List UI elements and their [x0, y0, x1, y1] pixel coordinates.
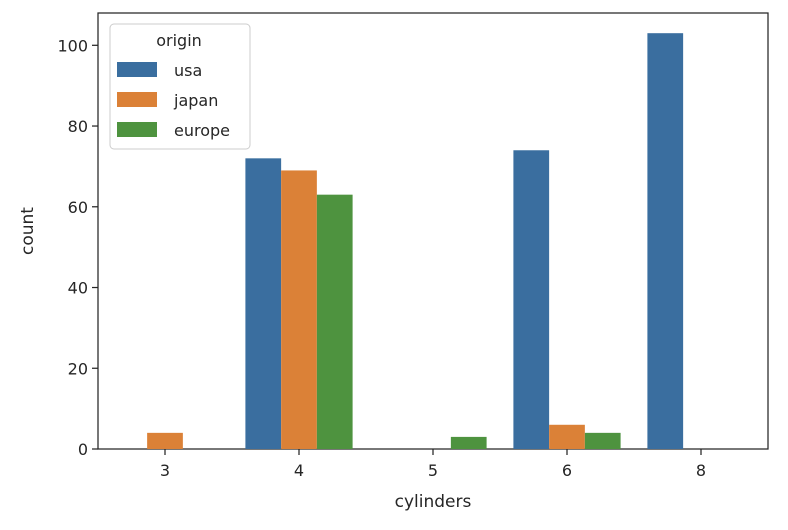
bar-japan-3 [147, 432, 183, 449]
bar-usa-8 [647, 33, 684, 449]
y-tick-label: 0 [78, 440, 88, 459]
legend-items: usa japan europe [117, 61, 230, 140]
legend-box [109, 23, 251, 150]
y-axis-ticks: 0 20 40 60 80 100 [57, 36, 98, 459]
y-tick-label: 60 [68, 198, 88, 217]
legend-swatch-usa [117, 62, 157, 77]
bar-europe-5 [450, 436, 487, 449]
x-axis-label: cylinders [395, 492, 472, 512]
legend-swatch-europe [117, 122, 157, 137]
bar-usa-6 [513, 150, 550, 449]
legend-label-europe: europe [174, 121, 230, 140]
bar-europe-4 [316, 194, 353, 449]
x-tick-label: 3 [160, 461, 170, 480]
bars-group [147, 33, 684, 449]
y-tick-label: 40 [68, 279, 88, 298]
bar-japan-6 [549, 424, 585, 449]
bar-japan-4 [281, 170, 317, 449]
y-tick-label: 100 [57, 36, 88, 55]
legend-swatch-japan [117, 92, 157, 107]
legend-label-usa: usa [174, 61, 202, 80]
legend-label-japan: japan [173, 91, 218, 110]
x-tick-label: 8 [696, 461, 706, 480]
legend: origin usa japan europe [109, 23, 251, 150]
x-axis-ticks: 3 4 5 6 8 [160, 449, 706, 480]
x-tick-label: 5 [428, 461, 438, 480]
x-tick-label: 6 [562, 461, 572, 480]
y-axis-label: count [18, 207, 38, 255]
bar-usa-4 [245, 158, 282, 449]
legend-title: origin [156, 31, 202, 50]
bar-europe-6 [584, 432, 621, 449]
y-tick-label: 80 [68, 117, 88, 136]
x-tick-label: 4 [294, 461, 304, 480]
y-tick-label: 20 [68, 359, 88, 378]
